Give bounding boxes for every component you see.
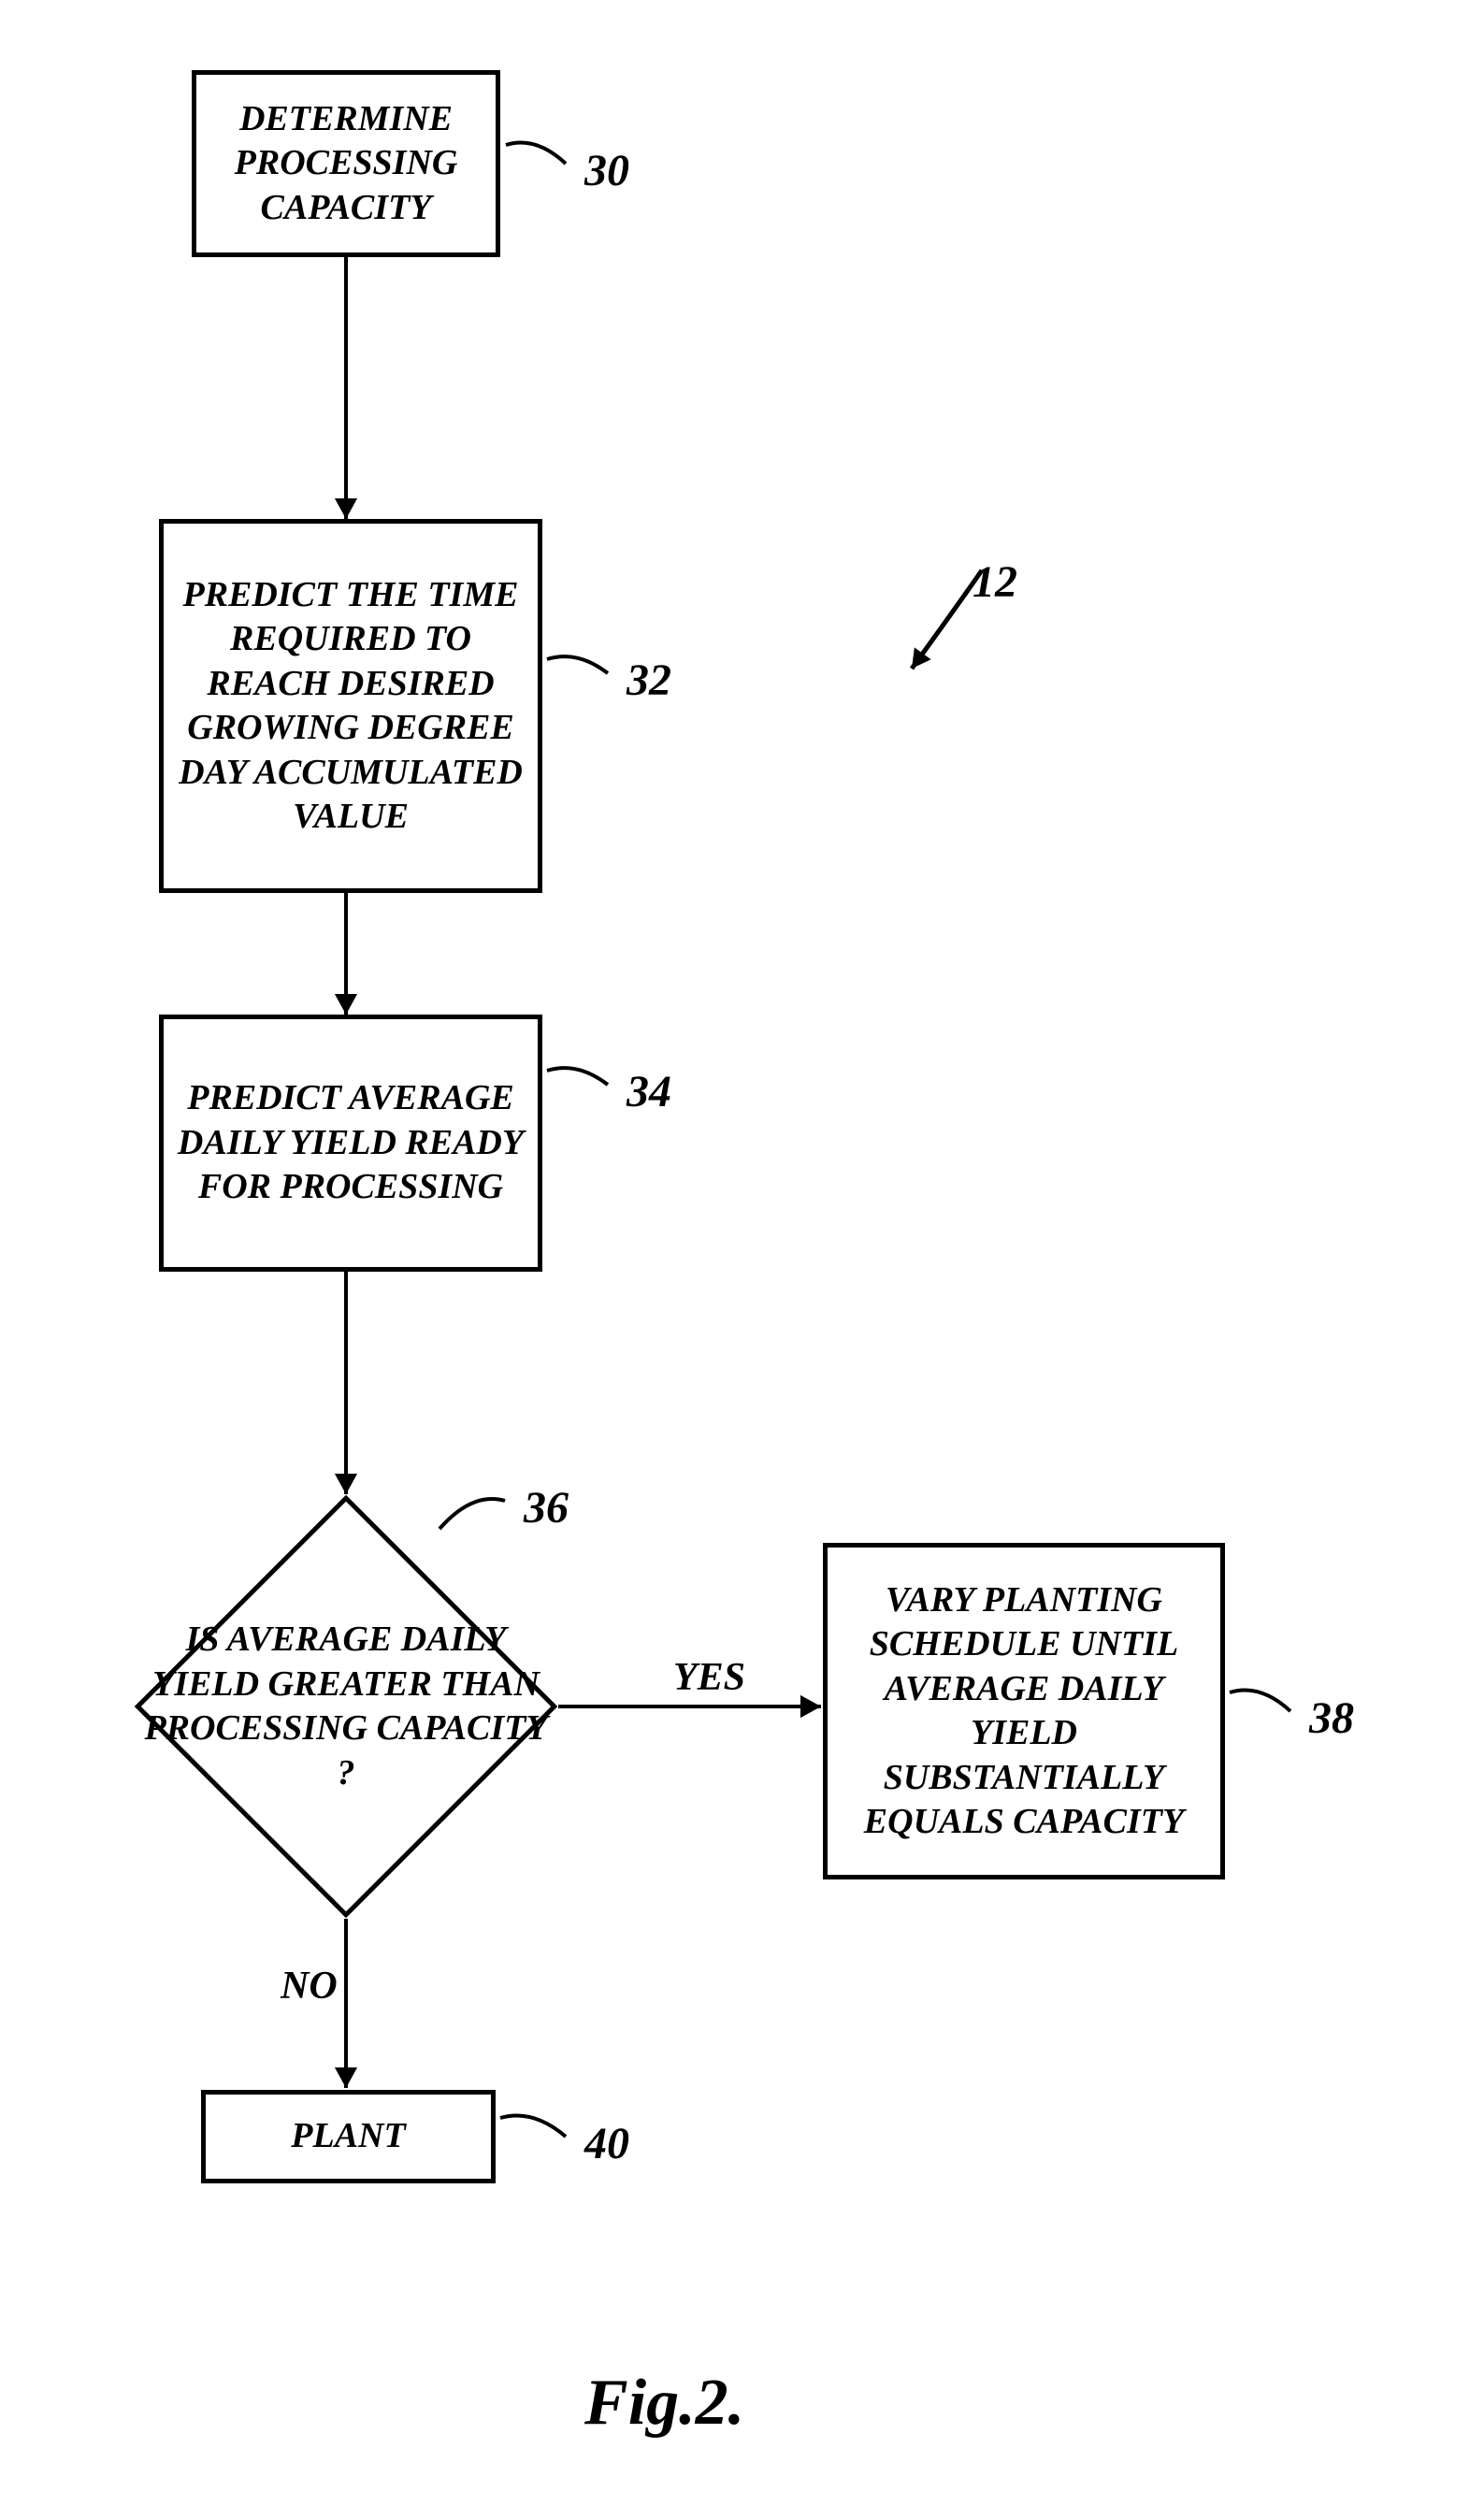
figure-caption: Fig.2. xyxy=(584,2366,744,2441)
